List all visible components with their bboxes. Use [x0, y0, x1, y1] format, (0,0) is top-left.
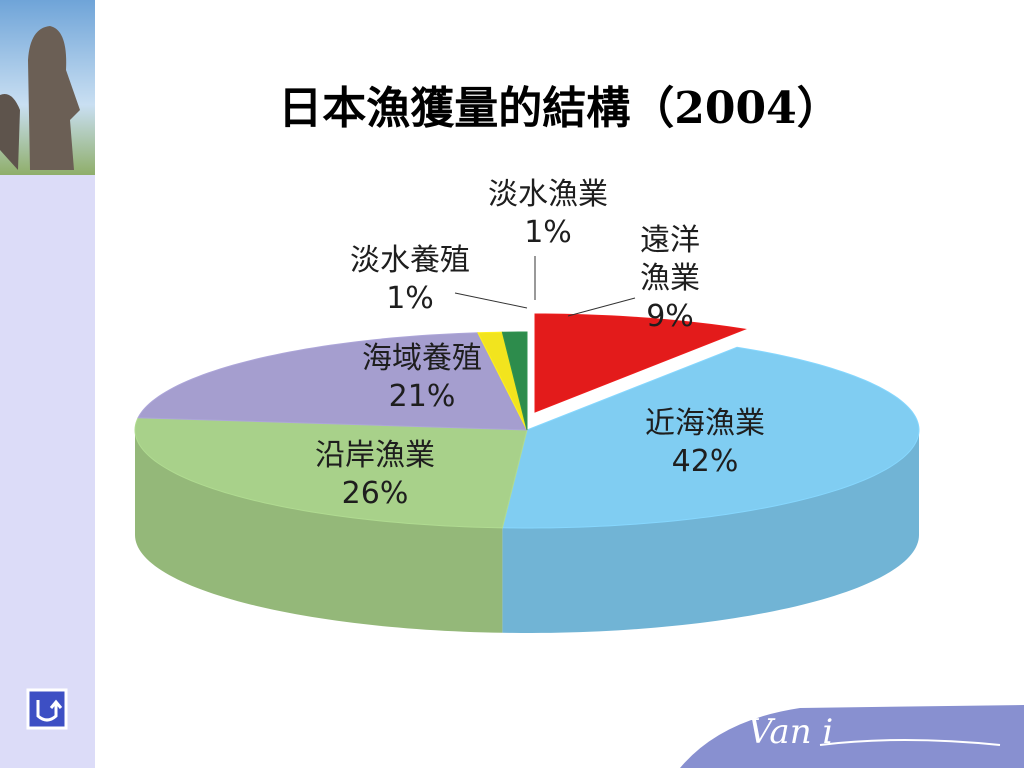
- logo-text: Van i: [748, 712, 834, 752]
- pie-slice: [501, 346, 920, 529]
- return-icon: [36, 699, 63, 722]
- pie-slice: [134, 417, 528, 529]
- moai: [28, 26, 80, 170]
- logo-swoosh: [680, 705, 1024, 768]
- slice-label: 遠洋漁業: [640, 223, 700, 296]
- slice-side: [135, 430, 503, 633]
- pie-chart: [134, 256, 920, 633]
- leader-line: [567, 297, 636, 317]
- slice-label: 沿岸漁業: [315, 438, 435, 473]
- slice-label: 近海漁業: [645, 406, 765, 441]
- moai: [0, 94, 20, 170]
- logo-swoosh: [819, 739, 1001, 746]
- return-button[interactable]: [26, 688, 68, 730]
- pie-slice: [534, 313, 747, 413]
- pie-slice: [501, 331, 528, 431]
- slice-value-label: 42%: [671, 444, 739, 479]
- slice-value-label: 9%: [646, 299, 694, 334]
- slice-value-label: 21%: [388, 379, 456, 414]
- slice-value-label: 1%: [386, 281, 434, 316]
- slice-side: [502, 430, 919, 633]
- slice-label: 淡水漁業: [488, 177, 608, 212]
- slice-label: 淡水養殖: [350, 243, 470, 278]
- pie-slice: [137, 332, 528, 431]
- slice-value-label: 26%: [341, 476, 409, 511]
- slice-label: 海域養殖: [362, 341, 482, 376]
- slice-value-label: 1%: [524, 215, 572, 250]
- leader-line: [454, 292, 528, 309]
- chart-title: 日本漁獲量的結構（2004）: [278, 83, 841, 134]
